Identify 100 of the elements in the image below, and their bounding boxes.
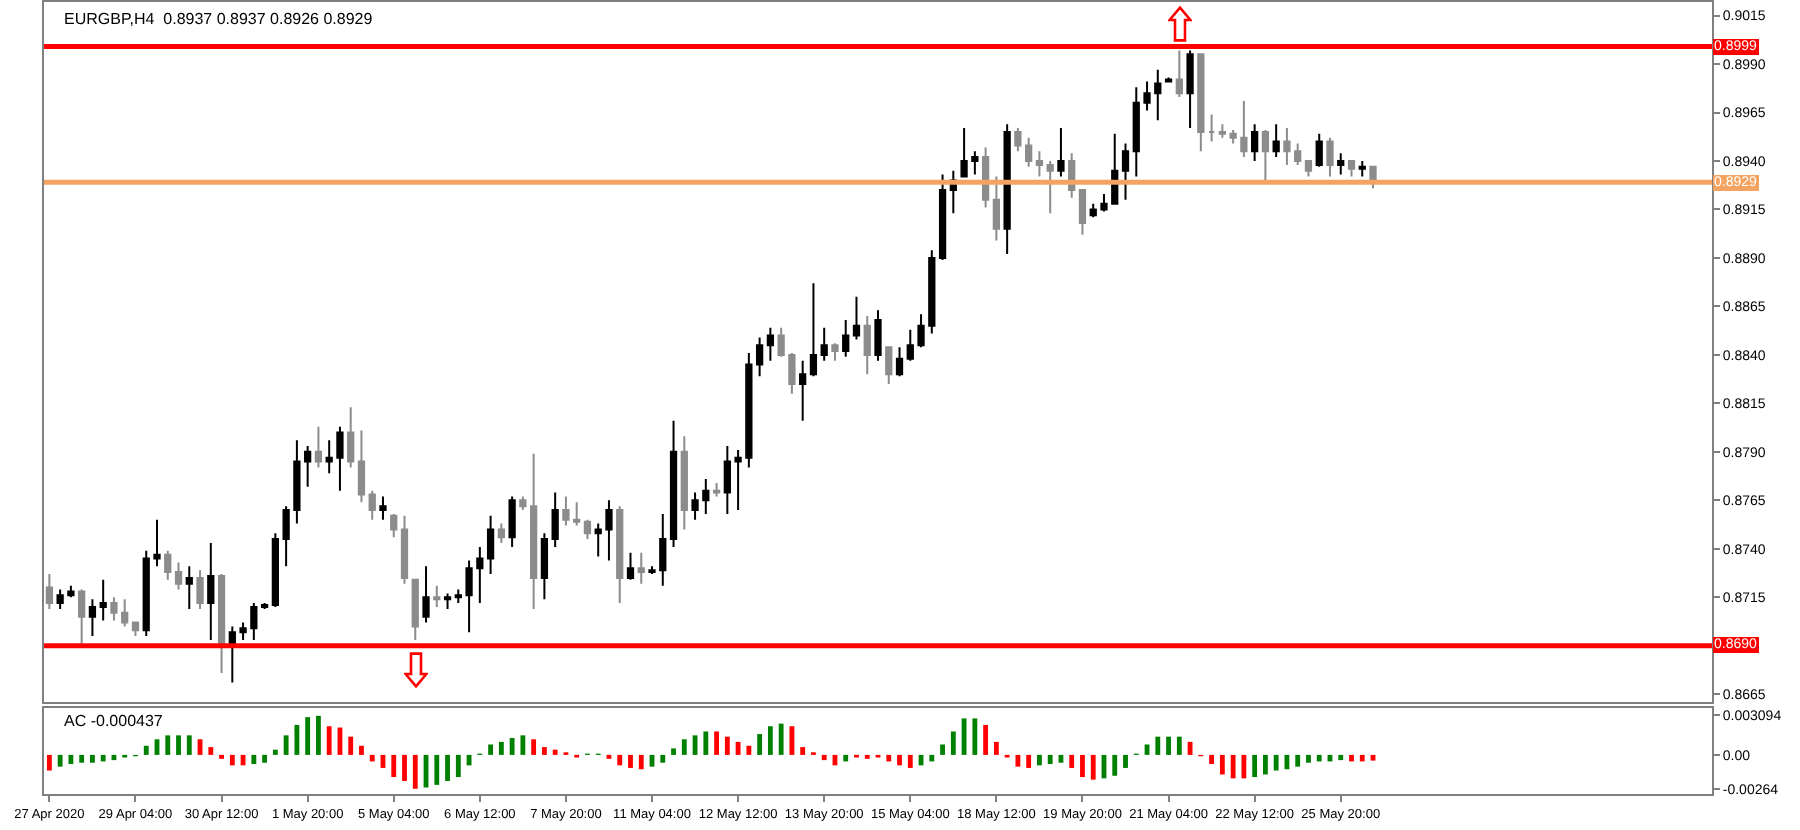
candlestick [885,346,893,385]
bar [552,749,558,755]
bar [445,754,450,781]
candlestick [1304,160,1313,178]
bar [520,735,526,755]
bar [1306,754,1311,763]
bar [767,726,773,755]
candlestick [766,326,775,362]
bar [272,749,278,755]
bar [617,754,623,766]
candlestick [174,561,183,591]
candlestick [895,346,904,378]
candlestick [616,505,624,605]
candlestick [164,549,172,581]
bar [466,754,472,766]
candlestick [357,429,366,504]
bar [143,745,149,755]
bar [509,737,515,755]
candlestick [497,522,505,544]
candlestick [1251,123,1259,162]
bar [1166,736,1171,755]
bar [1026,754,1032,768]
candlestick [863,315,871,376]
bar [1155,736,1161,755]
bar [1069,754,1075,768]
bar [961,718,967,755]
bar [778,723,784,755]
bar [1037,754,1042,766]
candlestick [1326,136,1334,178]
candlestick [820,326,828,362]
candlestick [1164,76,1173,83]
bar [240,754,246,766]
bar [251,754,257,765]
bar [1176,736,1182,755]
candlestick [411,578,419,641]
bar [68,754,74,765]
bar [283,735,289,755]
candlestick [1035,150,1044,178]
candlestick [540,532,549,601]
bar [165,735,171,755]
candlestick [637,551,645,585]
bar [1252,754,1258,778]
candlestick [443,592,452,610]
candlestick [992,175,1001,242]
candlestick [1261,128,1270,182]
bar [1123,754,1128,768]
candlestick [131,621,140,638]
text: EURGBP,H4 0.8937 0.8937 0.8926 0.8929 [64,10,374,28]
candlestick [1003,123,1011,256]
bar [455,754,461,778]
bar [229,754,235,766]
bar [46,754,52,771]
bar [531,739,537,755]
candlestick [207,542,215,641]
candlestick [799,359,807,422]
bar [79,754,85,763]
candlestick [1337,152,1345,176]
candlestick [271,532,279,608]
candlestick [551,491,559,548]
bar [735,741,741,755]
candlestick [196,569,204,610]
bar [402,754,407,781]
bar [1230,754,1236,779]
bar [821,754,827,761]
bar [1090,754,1096,780]
candlestick [347,406,355,469]
candlestick [78,588,86,647]
bar [897,754,902,766]
candlestick [400,514,409,585]
bar [1080,754,1085,778]
bar [488,744,494,755]
bar [262,754,268,763]
bar [703,731,709,755]
candlestick [583,518,592,541]
candlestick [379,495,387,521]
bar [1219,754,1225,775]
bar [1359,754,1365,762]
candlestick [712,481,721,498]
bar [638,754,644,770]
bar [434,754,440,785]
bar [714,731,719,755]
bar [746,745,752,755]
bar [660,754,666,763]
candlestick [852,295,861,341]
candlestick [217,573,226,674]
bar [886,754,892,762]
bar [1209,754,1215,765]
bar [1015,754,1021,767]
candlestick [1207,113,1216,143]
bar [940,744,945,755]
bar [843,754,849,762]
candlestick [508,495,516,548]
chart-title: AC -0.000437 [64,712,164,730]
bar [628,754,633,768]
candlestick [260,602,269,610]
bar [369,754,375,762]
bar [800,747,806,755]
candlestick [1175,49,1183,99]
bar [907,754,913,768]
bar [671,748,676,755]
